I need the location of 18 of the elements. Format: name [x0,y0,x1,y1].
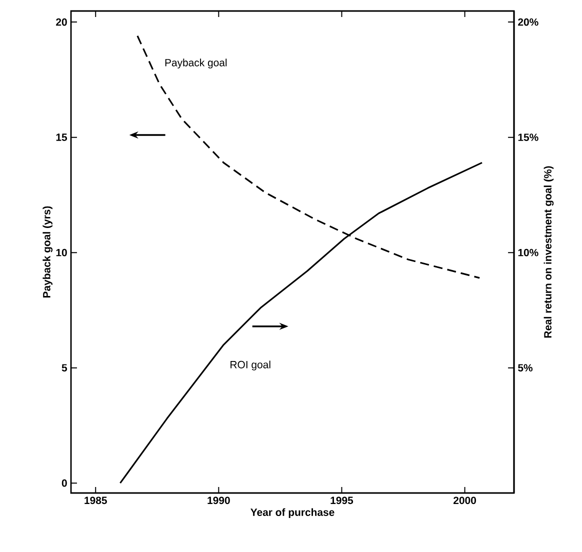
y-tick-label: 20 [56,18,67,26]
y-tick-label: 5 [62,364,68,372]
x-tick-label: 1995 [330,496,354,504]
y-tick-label: 10 [56,248,67,256]
x-tick-label: 1990 [208,496,230,504]
y2-tick-label: 15% [518,134,538,142]
y-tick-label: 15 [56,134,68,141]
series-label: ROI goal [230,360,270,370]
y2-tick-label: 20% [518,18,538,26]
y-tick-label: 0 [62,479,67,487]
y2-axis-title: Real return on investment goal (%) [544,166,554,338]
x-tick-label: 1985 [84,496,107,504]
x-axis-title: Year of purchase [250,508,334,518]
y-axis-title: Payback goal (yrs) [42,206,52,298]
series-label: Payback goal [165,58,227,68]
x-tick-label: 2000 [454,496,476,504]
y2-tick-label: 5% [518,364,533,372]
y2-tick-label: 10% [518,248,538,256]
